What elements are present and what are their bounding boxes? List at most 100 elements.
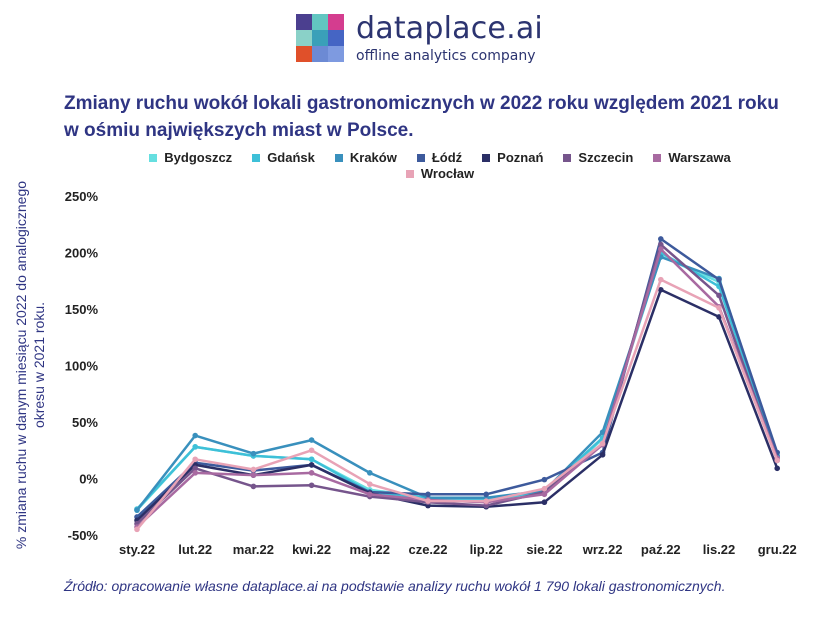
data-point: [483, 491, 490, 498]
data-point: [774, 457, 780, 464]
data-point: [250, 466, 257, 473]
data-point: [308, 456, 315, 463]
data-point: [658, 236, 664, 242]
data-point: [192, 465, 198, 472]
legend-item: Szczecin: [563, 150, 633, 166]
legend-label: Bydgoszcz: [164, 150, 233, 165]
x-tick-label: lis.22: [703, 542, 736, 557]
data-point: [716, 276, 722, 283]
legend-label: Łódź: [431, 150, 463, 165]
data-point: [658, 246, 664, 252]
x-tick-label: cze.22: [408, 542, 447, 557]
logo-tile: [312, 30, 328, 46]
series-line-kraków: [135, 255, 779, 512]
x-tick-label: gru.22: [758, 542, 797, 557]
x-tick-label: wrz.22: [582, 542, 623, 557]
data-point: [541, 499, 548, 506]
brand-name: dataplace.ai: [356, 10, 543, 46]
data-point: [658, 286, 664, 293]
legend-swatch: [405, 170, 414, 178]
legend-swatch: [563, 154, 572, 162]
data-point: [192, 432, 198, 439]
data-point: [716, 314, 722, 320]
y-tick-label: 200%: [65, 246, 99, 261]
legend-swatch: [482, 154, 491, 162]
data-point: [425, 491, 431, 498]
brand-logo: dataplace.ai offline analytics company: [296, 10, 543, 66]
legend-swatch: [252, 154, 261, 162]
data-point: [599, 440, 606, 447]
y-tick-label: 150%: [65, 302, 99, 317]
legend-swatch: [149, 154, 158, 162]
legend-item: Kraków: [334, 150, 397, 166]
legend-label: Szczecin: [578, 150, 634, 165]
legend-item: Wrocław: [405, 166, 475, 182]
data-point: [134, 507, 140, 513]
logo-tile: [328, 14, 344, 30]
data-point: [308, 482, 315, 489]
source-note: Źródło: opracowanie własne dataplace.ai …: [64, 578, 726, 594]
line-chart: -50% 0% 50% 100% 150% 200% 250% sty.22 lut.22 mar…: [65, 189, 797, 557]
x-tick-label: paź.22: [641, 542, 681, 557]
y-tick-label: 0%: [79, 472, 98, 487]
data-point: [541, 491, 548, 498]
data-point: [658, 241, 664, 248]
series-line-wrocław: [135, 278, 779, 531]
x-tick-label: sty.22: [119, 542, 155, 557]
legend-swatch: [653, 154, 662, 162]
x-tick-label: sie.22: [526, 542, 562, 557]
chart-title-line-2: w ośmiu największych miast w Polsce.: [64, 120, 414, 141]
chart-title: Zmiany ruchu wokół lokali gastronomiczny…: [64, 90, 784, 144]
legend-label: Kraków: [349, 150, 397, 165]
logo-mark-icon: [296, 14, 344, 62]
legend-swatch: [334, 154, 343, 162]
data-point: [774, 465, 780, 472]
logo-tile: [328, 30, 344, 46]
brand-tagline: offline analytics company: [356, 47, 536, 64]
logo-tile: [328, 46, 344, 62]
data-point: [192, 470, 198, 476]
data-point: [658, 276, 664, 283]
logo-tile: [296, 46, 312, 62]
legend-swatch: [416, 154, 425, 162]
data-point: [250, 472, 257, 478]
series-line-łódź: [135, 237, 779, 519]
data-point: [308, 447, 315, 454]
data-point: [192, 456, 198, 463]
x-tick-label: lut.22: [178, 542, 212, 557]
logo-tile: [312, 46, 328, 62]
data-point: [541, 485, 548, 492]
legend-item: Poznań: [482, 150, 543, 166]
logo-tile: [312, 14, 328, 30]
data-point: [308, 462, 315, 468]
x-tick-label: mar.22: [233, 542, 274, 557]
data-point: [716, 305, 722, 311]
data-point: [308, 437, 315, 443]
x-tick-label: kwi.22: [292, 542, 331, 557]
series-line-poznań: [135, 288, 779, 522]
data-point: [134, 526, 140, 533]
legend-label: Wrocław: [420, 166, 475, 181]
data-point: [308, 470, 315, 476]
data-point: [192, 444, 198, 450]
legend-item: Łódź: [416, 150, 463, 166]
legend-label: Poznań: [497, 150, 544, 165]
legend-item: Gdańsk: [252, 150, 315, 166]
data-point: [599, 451, 606, 458]
data-point: [541, 476, 548, 483]
legend-label: Gdańsk: [267, 150, 315, 165]
data-point: [250, 483, 257, 490]
y-tick-label: 250%: [65, 189, 99, 204]
x-tick-label: maj.22: [350, 542, 390, 557]
data-point: [599, 429, 606, 435]
logo-tile: [296, 14, 312, 30]
logo-tile: [296, 30, 312, 46]
data-point: [367, 470, 373, 476]
legend-item: Warszawa: [653, 150, 731, 166]
series-line-szczecin: [135, 243, 779, 525]
x-tick-label: lip.22: [470, 542, 503, 557]
data-point: [367, 491, 373, 498]
legend-label: Warszawa: [668, 150, 731, 165]
data-point: [250, 450, 257, 457]
data-point: [425, 498, 431, 504]
